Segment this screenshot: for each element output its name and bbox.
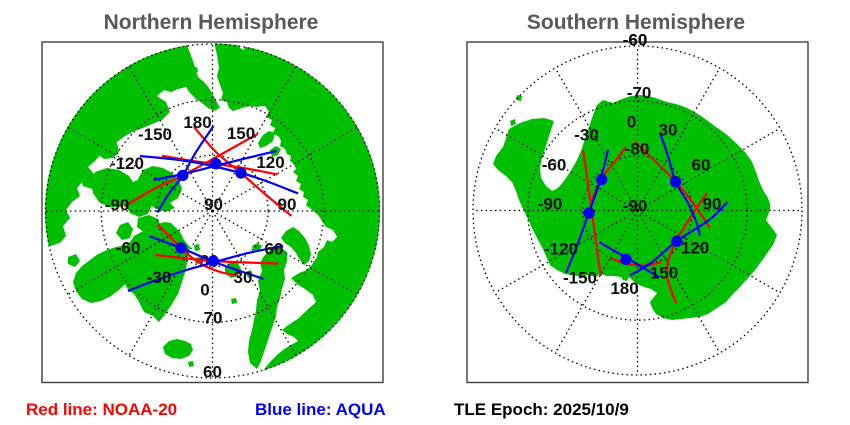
svg-text:0: 0 (200, 281, 209, 300)
svg-text:90: 90 (703, 195, 722, 214)
svg-text:-90: -90 (105, 196, 130, 215)
svg-text:150: 150 (650, 264, 678, 283)
svg-text:60: 60 (692, 156, 711, 175)
svg-text:-150: -150 (563, 269, 597, 288)
svg-text:120: 120 (256, 153, 284, 172)
svg-text:30: 30 (659, 121, 678, 140)
svg-text:-60: -60 (623, 31, 648, 50)
svg-text:-80: -80 (625, 140, 650, 159)
svg-text:-90: -90 (538, 195, 563, 214)
svg-text:-150: -150 (138, 125, 172, 144)
svg-text:90: 90 (204, 195, 223, 214)
svg-text:120: 120 (681, 239, 709, 258)
svg-text:180: 180 (183, 113, 211, 132)
svg-text:-30: -30 (574, 126, 599, 145)
svg-text:0: 0 (627, 113, 636, 132)
svg-text:150: 150 (227, 124, 255, 143)
svg-text:-90: -90 (623, 197, 648, 216)
svg-text:70: 70 (204, 309, 223, 328)
svg-text:60: 60 (203, 363, 222, 382)
svg-text:TLE Epoch: 2025/10/9: TLE Epoch: 2025/10/9 (454, 400, 629, 419)
svg-text:Blue line: AQUA: Blue line: AQUA (255, 400, 386, 419)
svg-text:30: 30 (234, 268, 253, 287)
svg-text:Southern Hemisphere: Southern Hemisphere (527, 11, 745, 34)
svg-text:Red line: NOAA-20: Red line: NOAA-20 (26, 400, 177, 419)
svg-text:Northern Hemisphere: Northern Hemisphere (104, 11, 319, 34)
svg-text:-120: -120 (110, 154, 144, 173)
svg-text:90: 90 (278, 195, 297, 214)
svg-text:180: 180 (610, 279, 638, 298)
svg-text:-60: -60 (542, 156, 567, 175)
svg-text:60: 60 (265, 240, 284, 259)
svg-text:-60: -60 (623, 31, 648, 50)
svg-text:-70: -70 (627, 84, 652, 103)
svg-text:-60: -60 (116, 239, 141, 258)
svg-text:-120: -120 (544, 240, 578, 259)
svg-text:-30: -30 (147, 268, 172, 287)
